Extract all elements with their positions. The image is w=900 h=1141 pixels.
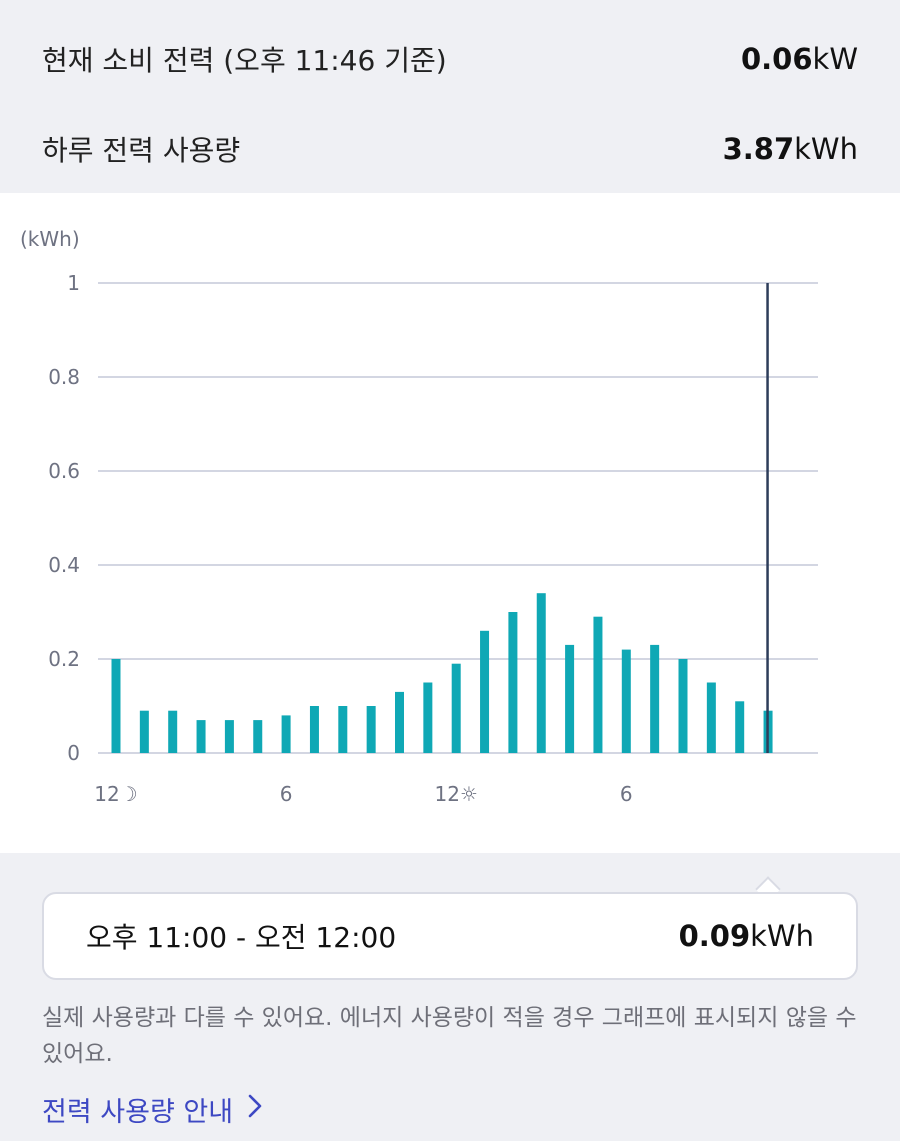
daily-usage-unit: kWh <box>794 132 858 166</box>
bar-hour-6 <box>281 715 291 753</box>
tooltip-value: 0.09kWh <box>679 919 814 953</box>
daily-usage-label: 하루 전력 사용량 <box>42 134 241 167</box>
bar-hour-7 <box>309 706 319 753</box>
usage-chart-panel[interactable]: (kWh) 0 0.2 0.4 0.6 0.8 1 12☽ 6 12☼ 6 <box>0 193 900 853</box>
bar-hour-8 <box>338 706 348 753</box>
current-power-value: 0.06kW <box>741 42 858 76</box>
bar-hour-11 <box>423 682 433 753</box>
power-usage-guide-link[interactable]: 전력 사용량 안내 <box>42 1090 263 1129</box>
bar-hour-9 <box>366 706 376 753</box>
bar-hour-3 <box>196 720 206 753</box>
bar-hour-15 <box>536 593 546 753</box>
y-tick-label: 0 <box>67 741 80 765</box>
x-tick-label: 6 <box>280 782 293 806</box>
bar-hour-20 <box>678 659 688 753</box>
bar-hour-17 <box>593 616 603 753</box>
daily-usage-value: 3.87kWh <box>723 132 858 166</box>
bar-hour-2 <box>168 710 178 753</box>
x-tick-label: 6 <box>620 782 633 806</box>
hourly-usage-chart[interactable]: (kWh) 0 0.2 0.4 0.6 0.8 1 12☽ 6 12☼ 6 <box>0 193 900 853</box>
x-tick-label: 12☽ <box>94 782 137 806</box>
bar-hour-19 <box>650 644 660 753</box>
y-tick-label: 0.2 <box>48 647 80 671</box>
y-tick-label: 1 <box>67 271 80 295</box>
bar-hour-5 <box>253 720 263 753</box>
daily-usage-row: 하루 전력 사용량 3.87kWh <box>0 104 900 194</box>
chevron-right-icon <box>247 1093 263 1126</box>
y-tick-label: 0.4 <box>48 553 80 577</box>
current-power-label: 현재 소비 전력 (오후 11:46 기준) <box>42 44 447 77</box>
selected-hour-tooltip: 오후 11:00 - 오전 12:00 0.09kWh <box>42 892 858 980</box>
bar-hour-4 <box>224 720 234 753</box>
bar-hour-10 <box>395 691 404 753</box>
bar-hour-18 <box>621 649 631 753</box>
y-tick-label: 0.6 <box>48 459 80 483</box>
tooltip-value-unit: kWh <box>750 919 814 953</box>
bar-hour-14 <box>508 612 518 753</box>
tooltip-value-number: 0.09 <box>678 919 751 953</box>
bar-hour-13 <box>480 630 490 753</box>
bar-hour-21 <box>706 682 716 753</box>
daily-usage-number: 3.87 <box>722 132 795 166</box>
current-power-row: 현재 소비 전력 (오후 11:46 기준) 0.06kW <box>0 14 900 104</box>
current-power-number: 0.06 <box>740 42 813 76</box>
usage-notice: 실제 사용량과 다를 수 있어요. 에너지 사용량이 적을 경우 그래프에 표시… <box>42 1005 857 1067</box>
x-tick-label: 12☼ <box>435 782 478 806</box>
bar-hour-16 <box>565 644 575 753</box>
bar-hour-1 <box>139 710 149 753</box>
bar-hour-12 <box>451 663 461 753</box>
current-power-unit: kW <box>812 42 858 76</box>
bar-hour-22 <box>735 701 745 753</box>
bar-hour-0 <box>111 659 121 753</box>
y-axis-unit-label: (kWh) <box>20 227 80 251</box>
guide-link-label: 전력 사용량 안내 <box>42 1097 234 1128</box>
tooltip-time-range: 오후 11:00 - 오전 12:00 <box>86 921 397 954</box>
y-tick-label: 0.8 <box>48 365 80 389</box>
